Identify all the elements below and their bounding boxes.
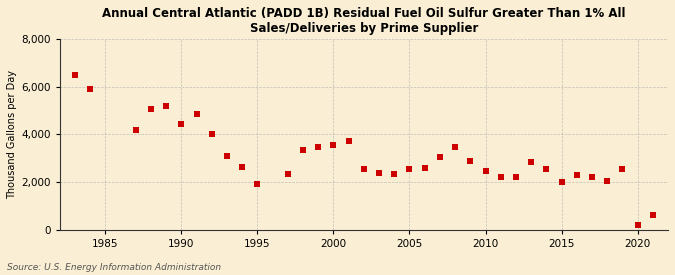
- Point: [572, 173, 583, 177]
- Point: [252, 182, 263, 187]
- Point: [130, 127, 141, 132]
- Point: [358, 167, 369, 171]
- Point: [328, 143, 339, 147]
- Point: [510, 175, 521, 180]
- Point: [465, 158, 476, 163]
- Point: [435, 155, 446, 159]
- Point: [237, 164, 248, 169]
- Point: [556, 180, 567, 184]
- Point: [495, 175, 506, 180]
- Point: [146, 107, 157, 111]
- Point: [450, 145, 460, 150]
- Point: [647, 213, 658, 218]
- Point: [70, 73, 80, 77]
- Point: [404, 167, 415, 171]
- Point: [313, 145, 323, 150]
- Y-axis label: Thousand Gallons per Day: Thousand Gallons per Day: [7, 70, 17, 199]
- Point: [161, 103, 171, 108]
- Point: [298, 148, 308, 152]
- Text: Source: U.S. Energy Information Administration: Source: U.S. Energy Information Administ…: [7, 263, 221, 272]
- Point: [480, 169, 491, 174]
- Point: [176, 121, 187, 126]
- Point: [526, 160, 537, 164]
- Point: [84, 87, 95, 91]
- Point: [602, 179, 613, 183]
- Point: [541, 167, 551, 171]
- Point: [282, 172, 293, 176]
- Point: [374, 170, 385, 175]
- Point: [617, 167, 628, 171]
- Point: [221, 154, 232, 158]
- Point: [207, 132, 217, 136]
- Title: Annual Central Atlantic (PADD 1B) Residual Fuel Oil Sulfur Greater Than 1% All
S: Annual Central Atlantic (PADD 1B) Residu…: [102, 7, 626, 35]
- Point: [587, 175, 597, 180]
- Point: [632, 223, 643, 227]
- Point: [389, 172, 400, 176]
- Point: [343, 139, 354, 144]
- Point: [419, 166, 430, 170]
- Point: [191, 112, 202, 116]
